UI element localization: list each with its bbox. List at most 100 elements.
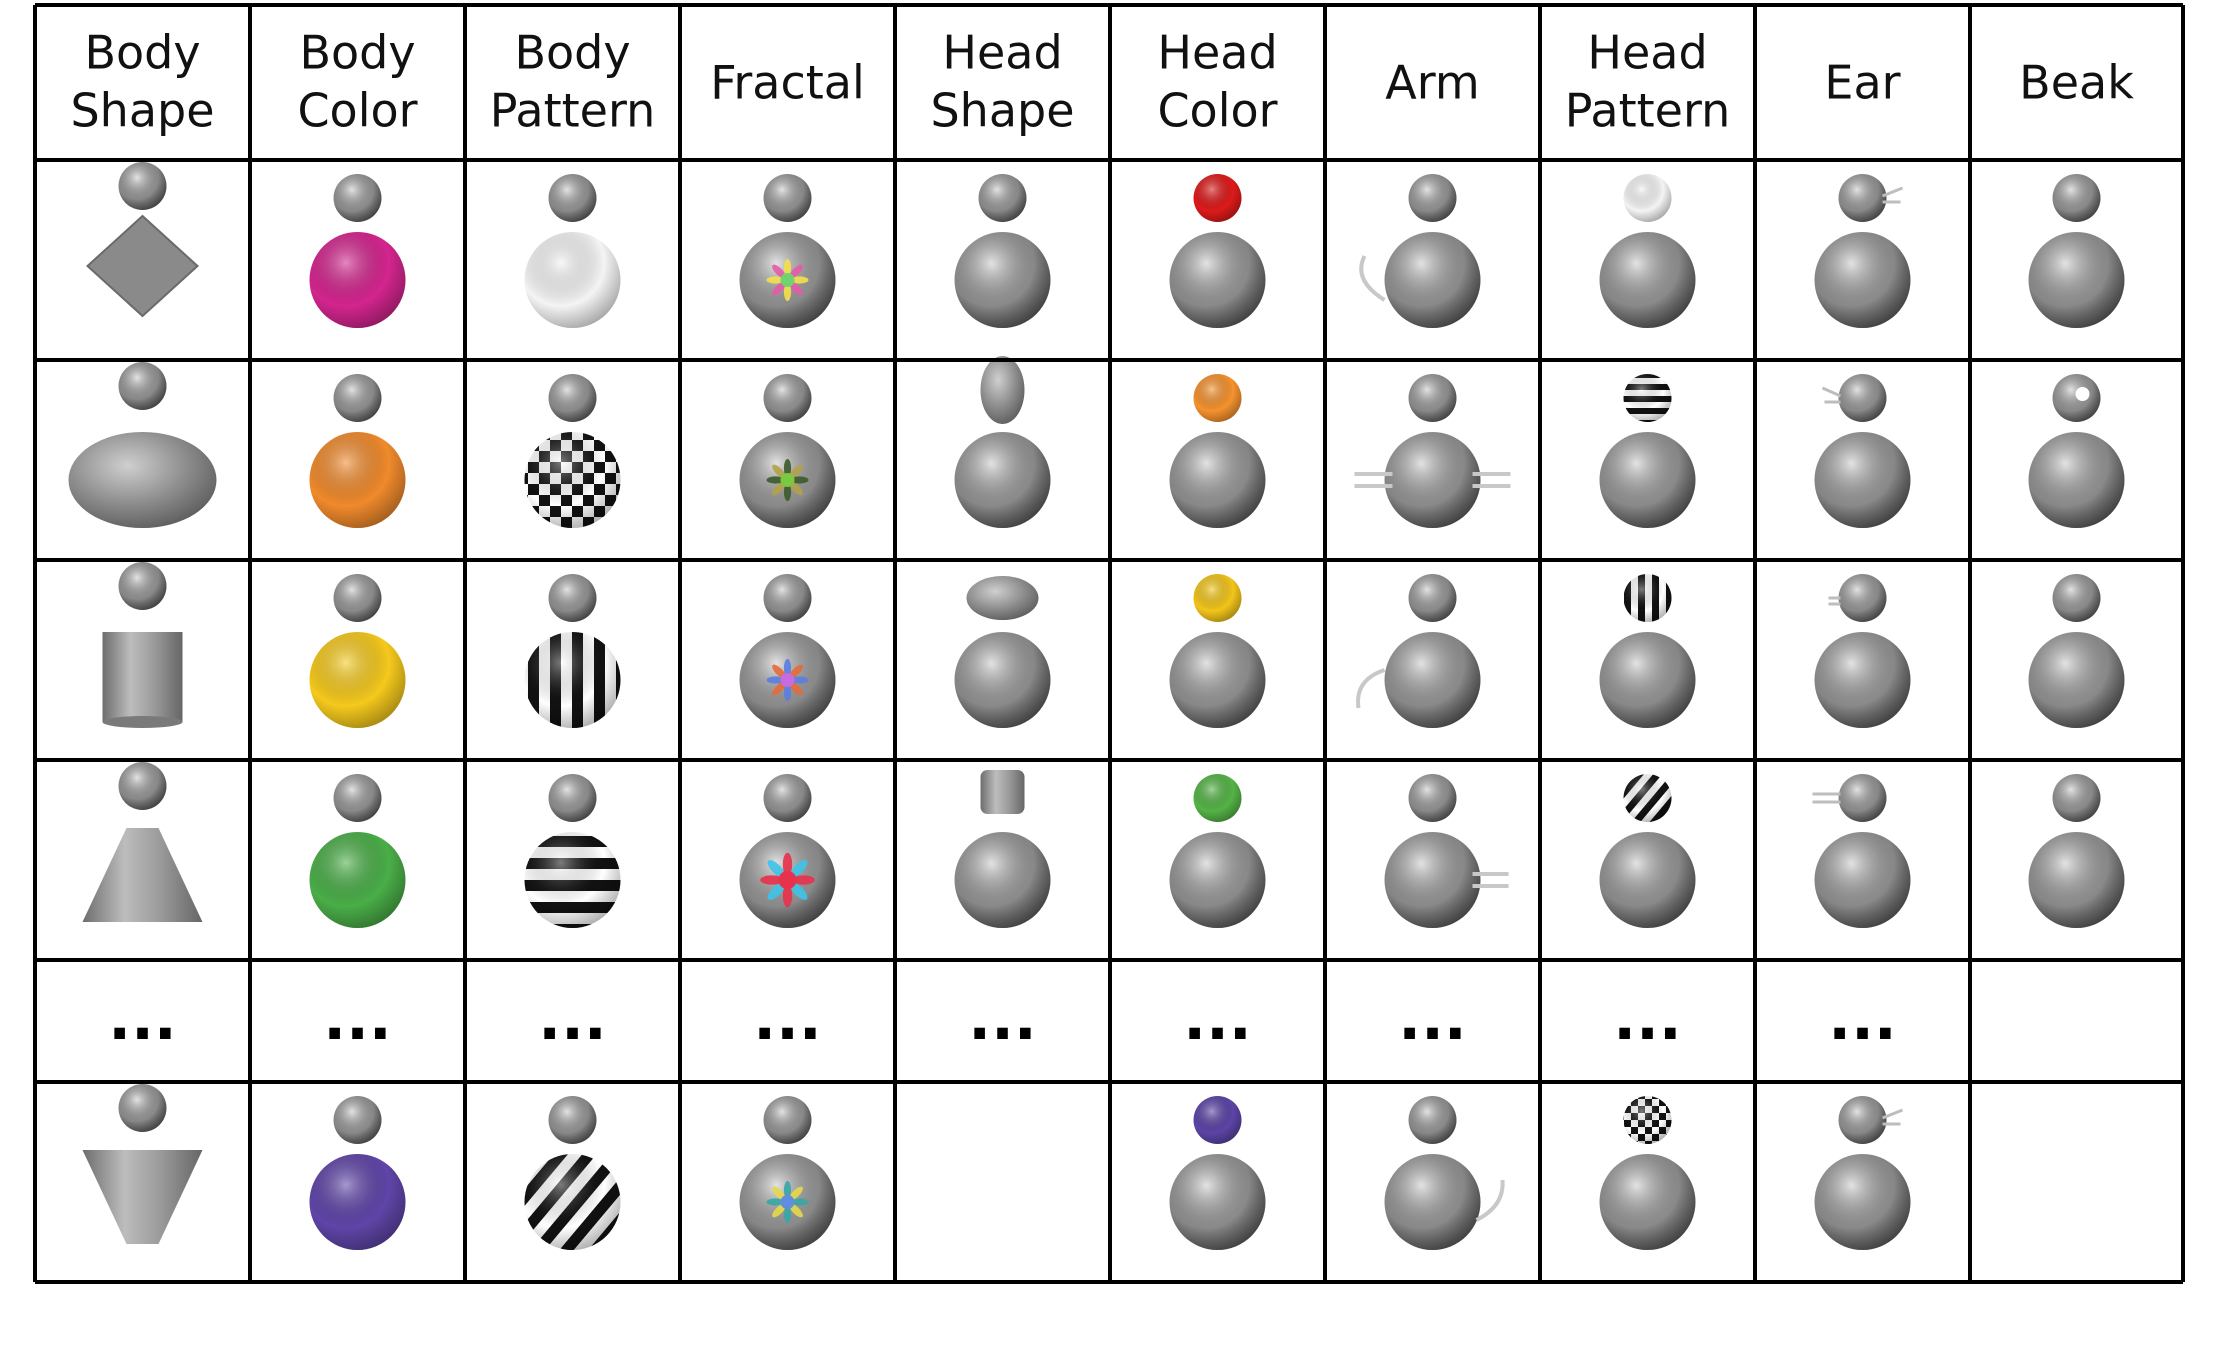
header-word: Head [1157, 26, 1277, 80]
fractal-petal [772, 481, 786, 496]
cell-head-color [1169, 374, 1266, 528]
head-sphere-shading [763, 774, 812, 822]
head-sphere-shading [2052, 374, 2101, 422]
cell-fractal [739, 574, 836, 728]
cell-body-shape [68, 362, 217, 528]
fractal-center [778, 870, 797, 890]
fractal-petal [782, 883, 793, 908]
cell-head-pattern [1599, 374, 1696, 528]
body-sphere-shading [1384, 632, 1481, 728]
header-body-color: Body Color [297, 26, 417, 138]
head-sphere-shading [1408, 374, 1457, 422]
fractal-petal [783, 683, 792, 701]
header-head-color: Head Color [1157, 26, 1277, 138]
cell-head-shape [954, 576, 1051, 728]
head-sphere-shading [1408, 574, 1457, 622]
fractal-petal [772, 664, 786, 679]
head-sphere-shading [978, 174, 1027, 222]
ear-wisp [1881, 1108, 1904, 1126]
patterned-head-shading [1623, 374, 1672, 422]
body-sphere-shading [2028, 232, 2125, 328]
patterned-head-shading [1623, 574, 1672, 622]
head-sphere-shading [333, 1096, 382, 1144]
cell-head-pattern [1599, 174, 1696, 328]
cell-ear [1812, 774, 1911, 928]
head-sphere-shading [763, 374, 812, 422]
colored-head-shading [1193, 374, 1242, 422]
cell-ellipsis: ... [323, 984, 391, 1054]
cell-body-color [309, 174, 406, 328]
cell-head-pattern [1599, 574, 1696, 728]
body-sphere-shading [1814, 432, 1911, 528]
body-sphere-shading [1814, 232, 1911, 328]
fractal-petal [772, 1186, 786, 1201]
header-word: Color [1157, 84, 1277, 138]
patterned-body-shading [524, 632, 621, 728]
head-sphere-shading [1838, 1096, 1887, 1144]
cell-arm [1359, 174, 1481, 328]
head-sphere-shading [118, 562, 167, 610]
fractal-petal [789, 281, 803, 296]
header-word: Pattern [490, 84, 656, 138]
colored-head-shading [1193, 774, 1242, 822]
body-sphere-shading [1169, 1154, 1266, 1250]
fractal-petal [783, 259, 792, 277]
fractal-petal [766, 276, 785, 284]
cell-beak [2028, 174, 2125, 328]
ellipsis-text: ... [968, 984, 1036, 1054]
fractal-petal [767, 860, 786, 878]
body-sphere-shading [1814, 632, 1911, 728]
head-sphere-shading [548, 174, 597, 222]
head-cube [980, 770, 1025, 814]
ellipsis-text: ... [1398, 984, 1466, 1054]
colored-head-shading [1193, 174, 1242, 222]
patterned-body-shading [524, 832, 621, 928]
fractal-center [780, 473, 795, 487]
head-wide-ellipse [966, 576, 1039, 620]
header-head-shape: Head Shape [930, 26, 1074, 138]
ear-long [1812, 792, 1841, 804]
cone-body [82, 828, 203, 922]
cell-ellipsis: ... [108, 984, 176, 1054]
cell-head-pattern [1599, 1096, 1696, 1250]
cell-ear [1814, 174, 1911, 328]
ellipsis-text: ... [108, 984, 176, 1054]
colored-head-shading [1193, 1096, 1242, 1144]
head-sphere-shading [548, 374, 597, 422]
cell-body-pattern [524, 1096, 621, 1250]
head-sphere-shading [548, 574, 597, 622]
arm-left [1359, 255, 1386, 302]
cell-body-shape [102, 562, 183, 728]
head-sphere-shading [763, 1096, 812, 1144]
fractal-petal [783, 659, 792, 677]
body-sphere-shading [1599, 632, 1696, 728]
head-sphere-shading [1838, 374, 1887, 422]
cell-ellipsis: ... [1613, 984, 1681, 1054]
cell-body-pattern [524, 174, 621, 328]
fractal-petal [772, 464, 786, 479]
body-sphere-shading [1384, 232, 1481, 328]
fractal-petal [789, 1203, 803, 1218]
head-sphere-shading [1838, 574, 1887, 622]
cell-fractal [739, 174, 836, 328]
colored-body-shading [309, 632, 406, 728]
beak-hole [2075, 387, 2090, 401]
head-sphere-shading [1408, 1096, 1457, 1144]
header-arm: Arm [1385, 56, 1479, 110]
head-sphere-shading [118, 162, 167, 210]
head-sphere-shading [333, 574, 382, 622]
cell-arm [1384, 1096, 1505, 1250]
cell-body-shape [82, 762, 203, 922]
patterned-head-shading [1623, 774, 1672, 822]
header-body-shape: Body Shape [70, 26, 214, 138]
cell-head-color [1169, 774, 1266, 928]
header-word: Body [299, 26, 415, 80]
body-sphere-shading [1814, 832, 1911, 928]
cell-body-color [309, 374, 406, 528]
cell-ellipsis: ... [1398, 984, 1466, 1054]
head-sphere-shading [118, 1084, 167, 1132]
body-sphere-shading [954, 632, 1051, 728]
cell-body-shape [82, 1084, 203, 1244]
ellipsis-text: ... [753, 984, 821, 1054]
